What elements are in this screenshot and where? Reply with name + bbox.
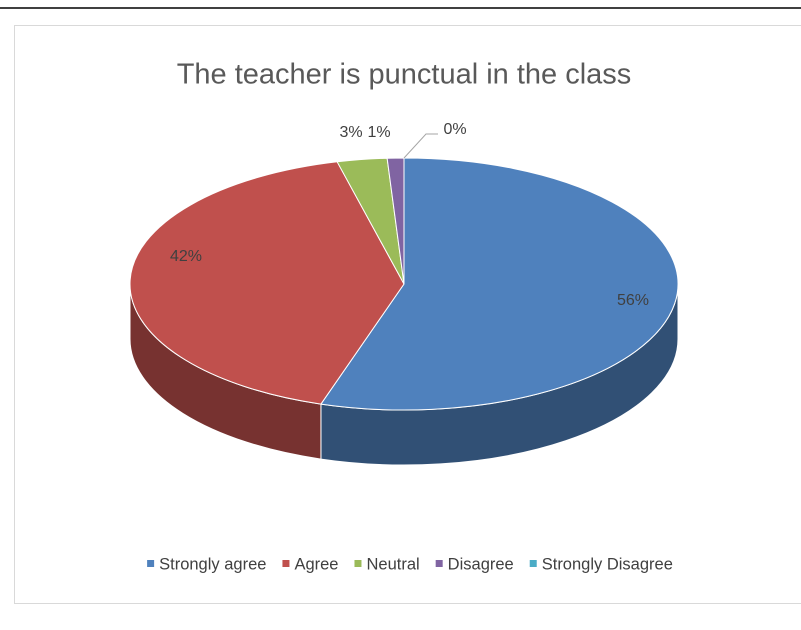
legend-label: Agree	[294, 555, 338, 573]
slice	[320, 157, 679, 411]
data-label: 0%	[443, 121, 466, 138]
slice	[386, 157, 405, 285]
legend-label: Neutral	[366, 555, 419, 573]
slice	[129, 161, 405, 405]
legend-swatch	[147, 560, 155, 567]
legend-swatch	[282, 560, 290, 567]
chart-title: The teacher is punctual in the class	[177, 59, 632, 91]
data-label: 42%	[170, 248, 202, 265]
legend-swatch	[529, 560, 537, 567]
legend-label: Disagree	[448, 555, 514, 573]
legend-swatch	[435, 560, 443, 567]
legend-swatch	[354, 560, 362, 567]
legend: Strongly agree Agree Neutral Disagree Strong…	[147, 555, 673, 573]
leader-line	[403, 133, 438, 159]
legend-label: Strongly agree	[159, 555, 266, 573]
legend-label: Strongly Disagree	[542, 555, 673, 573]
data-label: 1%	[367, 124, 390, 141]
data-label: 56%	[617, 292, 649, 309]
data-label: 3%	[339, 124, 362, 141]
